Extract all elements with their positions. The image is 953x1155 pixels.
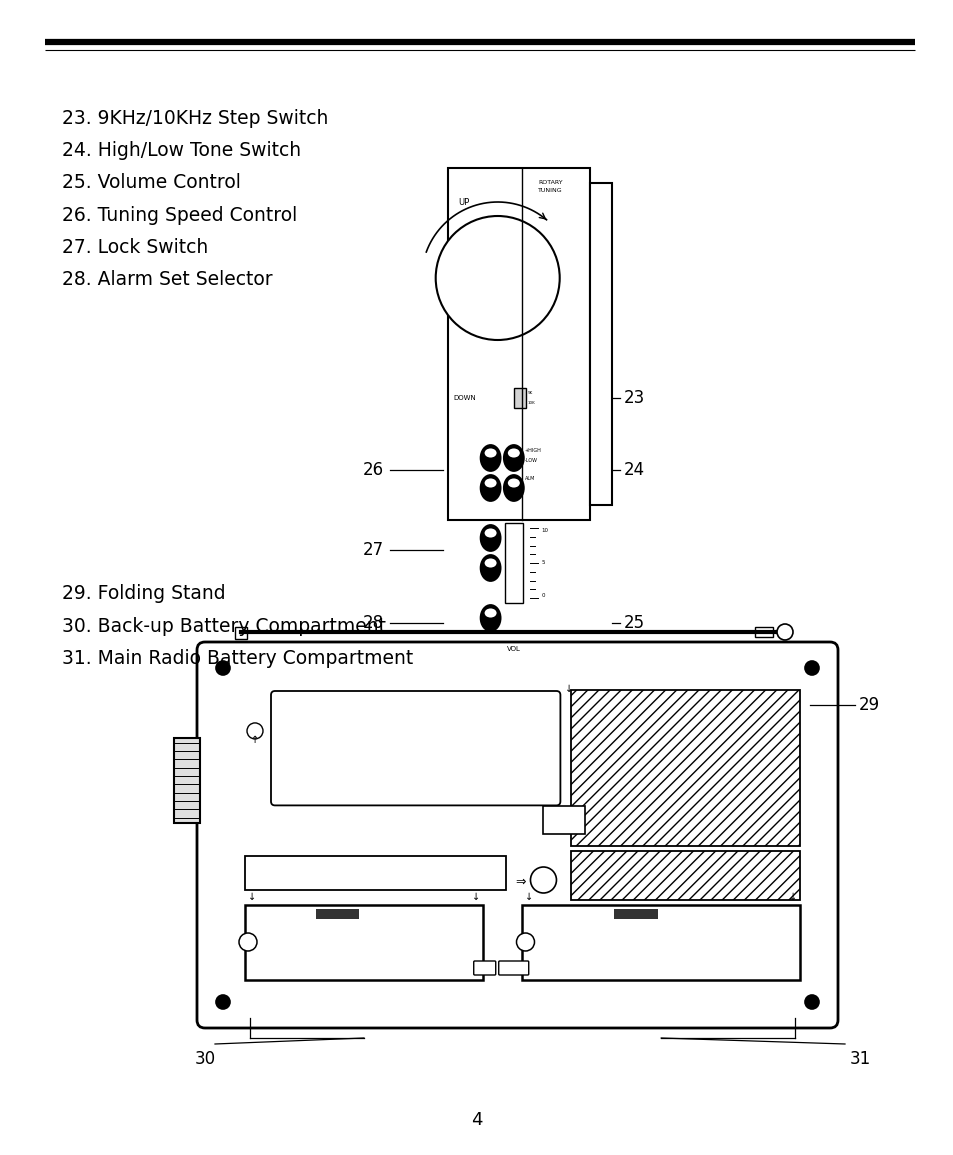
Bar xyxy=(245,906,482,979)
Bar xyxy=(589,182,612,505)
Ellipse shape xyxy=(480,556,500,581)
Text: ↓: ↓ xyxy=(788,892,796,902)
Bar xyxy=(571,690,800,847)
Ellipse shape xyxy=(484,609,497,618)
Text: VOL: VOL xyxy=(506,646,520,653)
Text: 30. Back-up Battery Compartment: 30. Back-up Battery Compartment xyxy=(62,617,386,635)
Text: 29. Folding Stand: 29. Folding Stand xyxy=(62,584,226,603)
Circle shape xyxy=(516,933,534,951)
Text: 25: 25 xyxy=(623,614,644,632)
Text: 24. High/Low Tone Switch: 24. High/Low Tone Switch xyxy=(62,141,301,159)
Text: 10K: 10K xyxy=(527,401,535,405)
Text: 26. Tuning Speed Control: 26. Tuning Speed Control xyxy=(62,206,297,224)
Text: 27. Lock Switch: 27. Lock Switch xyxy=(62,238,208,256)
Text: UP: UP xyxy=(457,198,469,207)
Bar xyxy=(245,856,505,891)
Text: ALM: ALM xyxy=(524,476,535,480)
Text: 27: 27 xyxy=(362,541,384,559)
Text: ROTARY: ROTARY xyxy=(537,180,562,185)
Circle shape xyxy=(530,867,556,893)
Text: 5: 5 xyxy=(541,560,545,566)
Circle shape xyxy=(215,661,230,675)
Text: 24: 24 xyxy=(623,461,644,479)
Text: ↑: ↑ xyxy=(251,735,259,745)
Circle shape xyxy=(804,994,818,1009)
Text: 4: 4 xyxy=(471,1111,482,1128)
Text: 23: 23 xyxy=(623,389,644,407)
Bar xyxy=(522,906,800,979)
Bar xyxy=(234,627,247,639)
FancyBboxPatch shape xyxy=(196,642,837,1028)
Ellipse shape xyxy=(503,475,523,501)
FancyBboxPatch shape xyxy=(271,691,559,805)
Text: 29: 29 xyxy=(858,696,880,714)
FancyBboxPatch shape xyxy=(498,961,528,975)
Bar xyxy=(504,523,522,603)
Text: 31: 31 xyxy=(849,1050,870,1068)
Text: 28. Alarm Set Selector: 28. Alarm Set Selector xyxy=(62,270,273,289)
Ellipse shape xyxy=(480,605,500,631)
Ellipse shape xyxy=(480,526,500,551)
Text: 31. Main Radio Battery Compartment: 31. Main Radio Battery Compartment xyxy=(62,649,413,668)
Circle shape xyxy=(215,994,230,1009)
Bar xyxy=(448,167,589,520)
Ellipse shape xyxy=(503,445,523,471)
Text: ↓: ↓ xyxy=(525,892,533,902)
Text: 10: 10 xyxy=(541,528,548,532)
Ellipse shape xyxy=(507,478,519,487)
FancyBboxPatch shape xyxy=(474,961,496,975)
Text: TUNING: TUNING xyxy=(537,188,562,193)
Text: -LOW: -LOW xyxy=(524,459,537,463)
Bar xyxy=(571,851,800,900)
Bar xyxy=(542,806,584,834)
Circle shape xyxy=(436,216,559,340)
Ellipse shape xyxy=(484,448,497,457)
Bar xyxy=(316,909,359,919)
Ellipse shape xyxy=(507,448,519,457)
Text: DOWN: DOWN xyxy=(453,395,476,401)
Text: 0: 0 xyxy=(541,593,545,598)
Text: ↓: ↓ xyxy=(472,892,479,902)
Text: 28: 28 xyxy=(362,614,384,632)
Text: 26: 26 xyxy=(362,461,384,479)
Circle shape xyxy=(239,933,256,951)
Text: 30: 30 xyxy=(194,1050,216,1068)
Circle shape xyxy=(247,723,263,739)
Text: +HIGH: +HIGH xyxy=(524,447,541,453)
Text: ↓: ↓ xyxy=(564,684,573,694)
Text: 25. Volume Control: 25. Volume Control xyxy=(62,173,240,192)
Text: 23. 9KHz/10KHz Step Switch: 23. 9KHz/10KHz Step Switch xyxy=(62,109,328,127)
Bar xyxy=(614,909,658,919)
Bar xyxy=(504,658,522,686)
Ellipse shape xyxy=(484,559,497,567)
Ellipse shape xyxy=(480,445,500,471)
Bar xyxy=(514,388,525,408)
Text: ⇒: ⇒ xyxy=(515,875,525,888)
Circle shape xyxy=(776,624,792,640)
Bar xyxy=(754,627,772,638)
Ellipse shape xyxy=(484,529,497,537)
Ellipse shape xyxy=(484,478,497,487)
Circle shape xyxy=(804,661,818,675)
Bar xyxy=(173,738,200,822)
Text: 9K: 9K xyxy=(527,392,533,395)
Text: ↓: ↓ xyxy=(248,892,255,902)
Ellipse shape xyxy=(480,475,500,501)
